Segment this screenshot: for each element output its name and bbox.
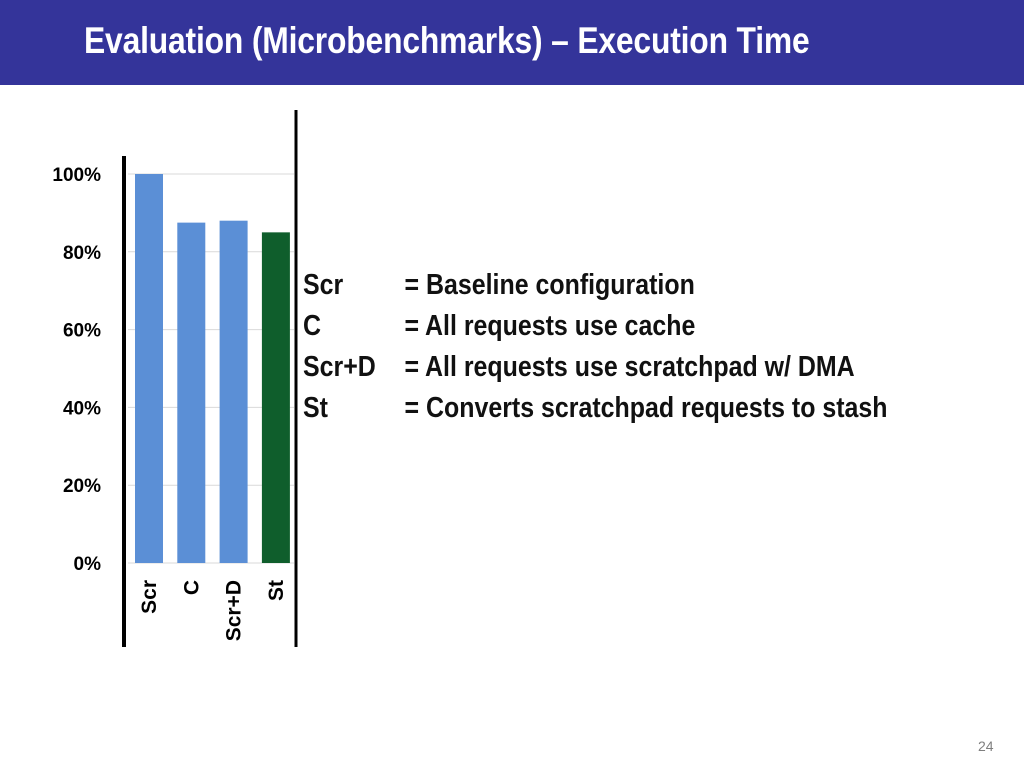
x-category-label: Scr+D <box>223 580 246 641</box>
y-tick-label: 80% <box>63 243 101 264</box>
y-tick-label: 100% <box>52 165 101 186</box>
title-bar: Evaluation (Microbenchmarks) – Execution… <box>0 0 1024 85</box>
bar-st <box>261 232 290 563</box>
y-tick-label: 0% <box>74 554 102 575</box>
chart-bars <box>135 174 290 563</box>
x-category-label: C <box>180 580 203 595</box>
legend-key: Scr+D <box>303 351 376 383</box>
legend-key: C <box>303 310 322 342</box>
legend-desc: = All requests use cache <box>404 310 696 342</box>
legend-row-st: St = Converts scratchpad requests to stas… <box>303 389 888 430</box>
bar-scr <box>135 174 163 563</box>
legend-key: St <box>303 392 328 424</box>
y-axis-tick-labels: 0% 20% 40% 60% 80% 100% <box>52 165 101 575</box>
legend-key: Scr <box>303 269 344 301</box>
legend-desc: = Baseline configuration <box>404 269 695 301</box>
bar-c <box>177 222 206 563</box>
y-tick-label: 40% <box>63 398 101 419</box>
x-category-label: Scr <box>138 580 161 614</box>
y-tick-label: 20% <box>63 476 101 497</box>
x-axis-category-labels: Scr C Scr+D St <box>138 580 288 641</box>
legend-desc: = All requests use scratchpad w/ DMA <box>404 351 855 383</box>
slide-title: Evaluation (Microbenchmarks) – Execution… <box>84 20 810 61</box>
legend-desc: = Converts scratchpad requests to stash <box>404 392 888 424</box>
legend-row-scr-d: Scr+D = All requests use scratchpad w/ DM… <box>303 348 888 389</box>
page-number: 24 <box>978 738 994 754</box>
legend-row-scr: Scr = Baseline configuration <box>303 266 888 307</box>
legend-row-c: C = All requests use cache <box>303 307 888 348</box>
legend: Scr = Baseline configuration C = All reque… <box>303 266 888 430</box>
bar-scr-d <box>219 220 248 563</box>
y-tick-label: 60% <box>63 321 101 342</box>
x-category-label: St <box>265 580 288 601</box>
